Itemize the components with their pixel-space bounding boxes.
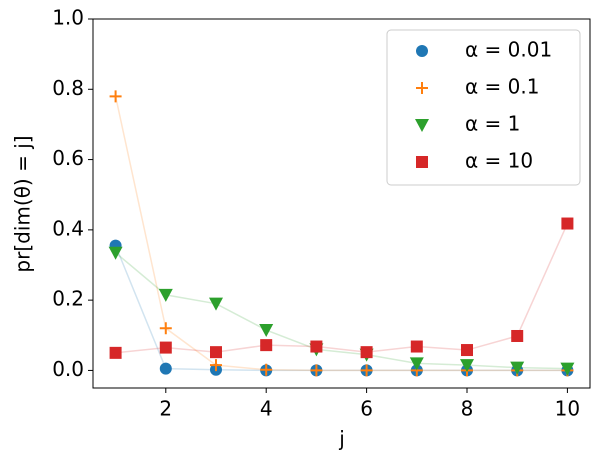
legend-label: α = 10 — [465, 149, 533, 173]
point — [510, 361, 525, 375]
point — [360, 364, 373, 377]
y-tick-label: 0.0 — [52, 357, 84, 381]
point — [108, 246, 123, 260]
point — [159, 362, 172, 375]
y-tick-label: 0.6 — [52, 146, 84, 170]
x-tick-label: 8 — [461, 397, 474, 421]
point — [310, 364, 323, 377]
series-line — [114, 245, 568, 372]
point — [208, 297, 223, 311]
point — [561, 217, 574, 230]
legend-box — [386, 29, 581, 186]
plot-frame — [92, 18, 591, 389]
point — [360, 346, 373, 359]
legend: α = 0.01 α = 0.1 α = 1 α = 10 — [386, 29, 581, 186]
point — [409, 357, 424, 371]
point — [260, 363, 273, 376]
point — [158, 288, 173, 302]
y-tick-label: 1.0 — [52, 6, 84, 30]
point — [260, 339, 273, 352]
point — [109, 346, 122, 359]
y-tick-label: 0.2 — [52, 287, 84, 311]
point — [159, 322, 172, 335]
point — [209, 359, 222, 372]
point — [310, 340, 323, 353]
x-tick-label: 4 — [260, 397, 273, 421]
x-tick-label: 6 — [360, 397, 373, 421]
point — [461, 344, 474, 357]
legend-label: α = 0.1 — [465, 75, 539, 99]
x-tick-label: 2 — [159, 397, 172, 421]
point — [460, 359, 475, 373]
series-line — [114, 96, 568, 372]
legend-label: α = 1 — [465, 112, 520, 136]
x-axis-label: j — [338, 427, 345, 451]
point — [159, 341, 172, 354]
legend-label: α = 0.01 — [465, 38, 552, 62]
legend-marker — [416, 156, 428, 168]
point — [511, 329, 524, 342]
series-line — [115, 252, 568, 370]
series-line — [115, 223, 569, 354]
legend-marker — [415, 119, 429, 132]
point — [109, 90, 122, 103]
y-tick-label: 0.4 — [52, 216, 84, 240]
point — [209, 346, 222, 359]
y-tick-label: 0.8 — [52, 76, 84, 100]
point — [259, 324, 274, 338]
legend-marker — [416, 82, 428, 94]
y-axis-label: pr[dim(θ) = j] — [11, 135, 35, 272]
legend-marker — [416, 45, 428, 57]
point — [560, 362, 575, 376]
point — [410, 340, 423, 353]
x-tick-label: 10 — [555, 397, 580, 421]
